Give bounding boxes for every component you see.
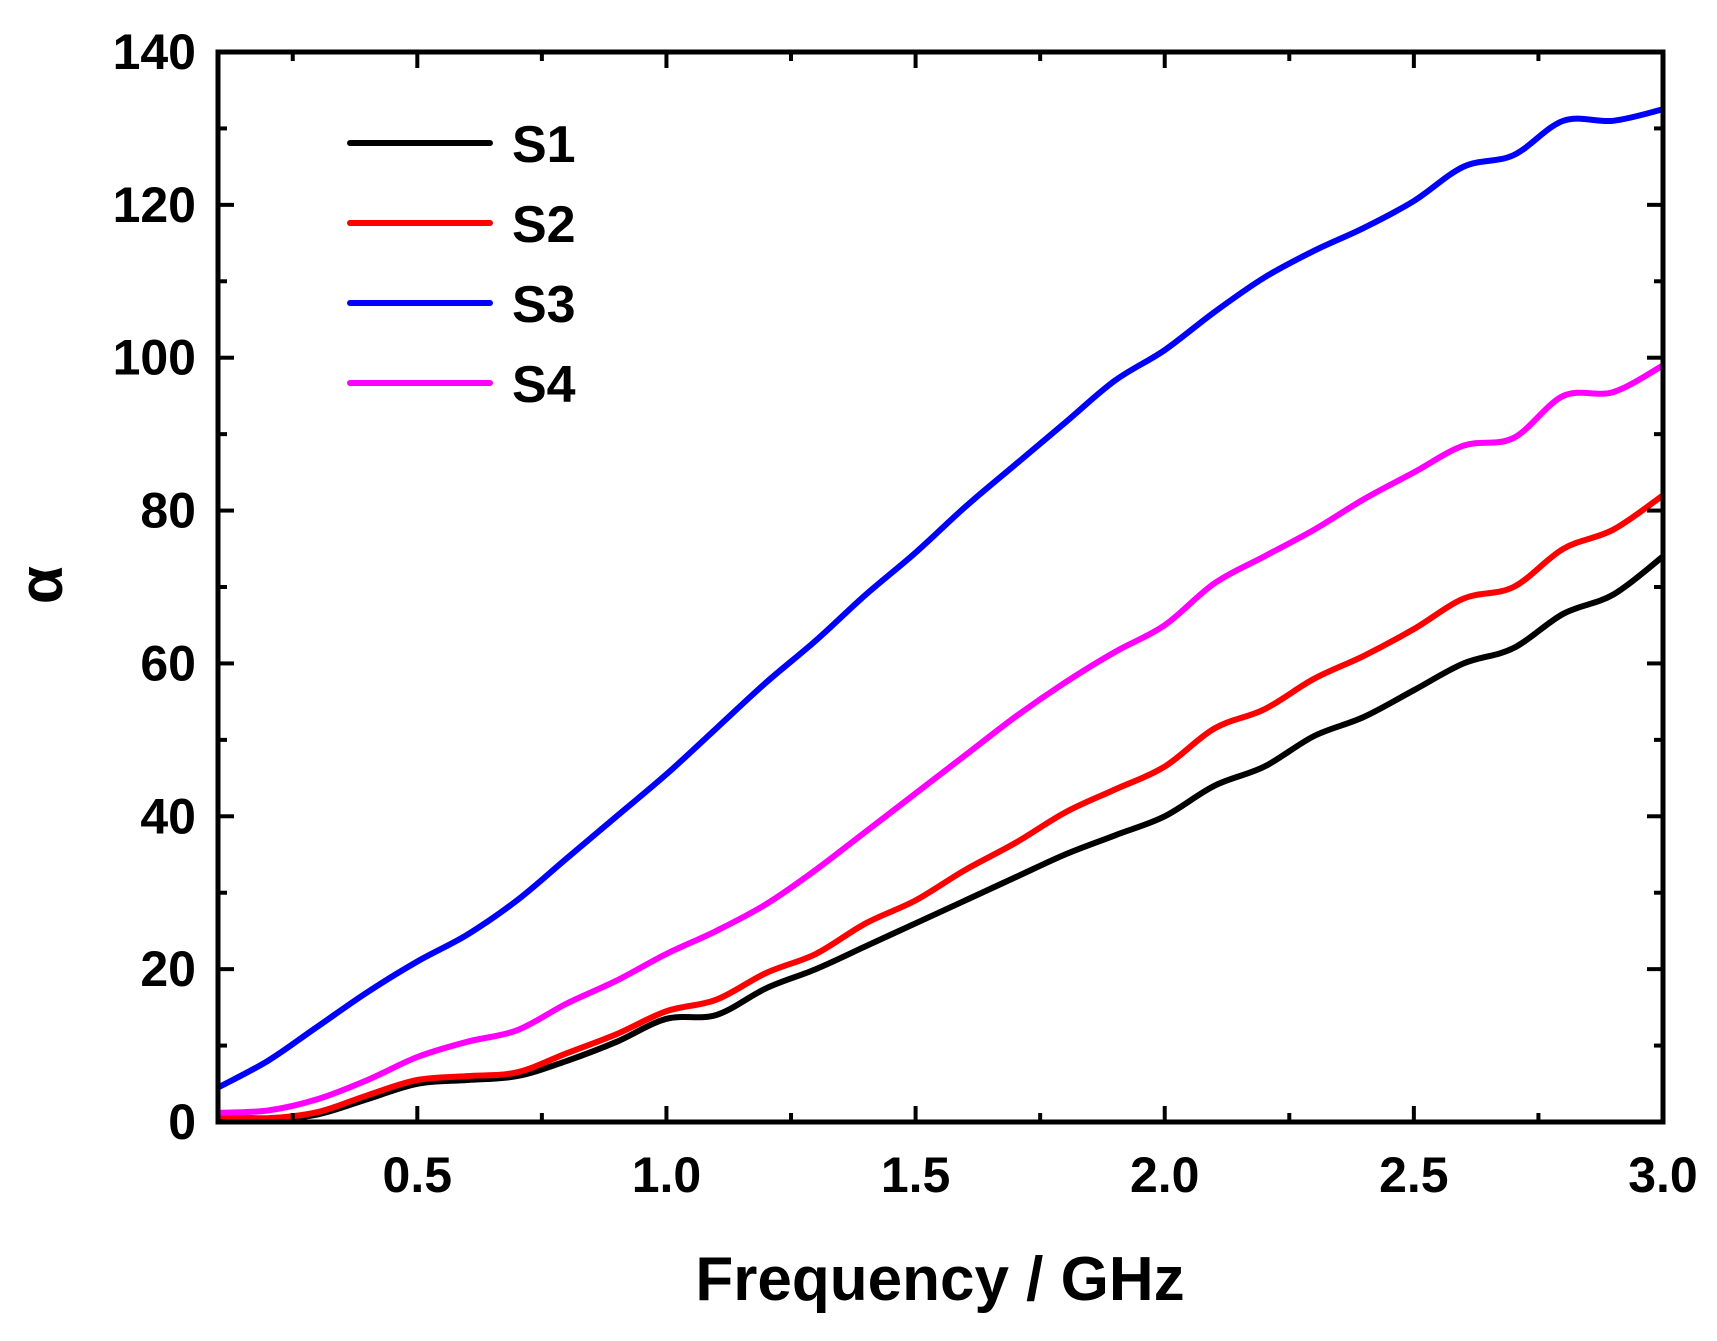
x-tick-label: 0.5 [383,1147,453,1203]
series-line-s4 [218,362,1663,1116]
y-axis-title: α [7,566,76,604]
x-tick-label: 2.0 [1130,1147,1200,1203]
legend-label-s1: S1 [512,116,576,174]
y-tick-label: 100 [113,330,196,386]
x-tick-label: 1.5 [881,1147,951,1203]
y-tick-label: 140 [113,24,196,80]
series-line-s1 [218,553,1663,1122]
y-tick-label: 20 [140,941,196,997]
x-tick-label: 2.5 [1379,1147,1449,1203]
legend-label-s3: S3 [512,276,576,334]
y-tick-label: 80 [140,483,196,539]
legend-label-s2: S2 [512,196,576,254]
y-tick-label: 120 [113,177,196,233]
axes-layer: 0 20 40 60 80 100 120 140 0.5 1.0 1.5 2.0 2.5 3.0 [113,24,1698,1203]
legend: S1 S2 S3 S4 [347,116,576,414]
legend-label-s4: S4 [512,356,576,414]
plot-frame [215,49,1666,1125]
series-line-s3 [218,106,1663,1091]
x-axis-title: Frequency / GHz [695,1245,1184,1314]
y-tick-label: 40 [140,788,196,844]
series-line-s2 [218,492,1663,1122]
y-tick-label: 0 [168,1094,196,1150]
x-tick-label: 1.0 [632,1147,702,1203]
y-tick-label: 60 [140,635,196,691]
x-tick-label: 3.0 [1628,1147,1698,1203]
series-layer [218,106,1663,1122]
